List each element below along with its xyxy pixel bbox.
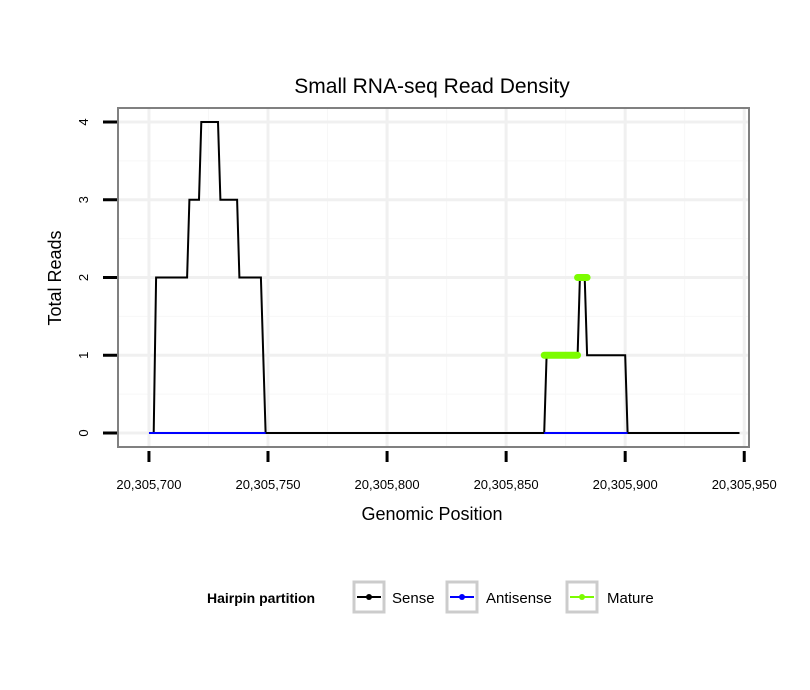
chart-title: Small RNA-seq Read Density	[294, 75, 570, 98]
y-tick-label: 4	[76, 118, 91, 125]
x-axis: 20,305,700 20,305,750 20,305,800 20,305,850…	[116, 451, 777, 492]
y-tick-label: 2	[76, 274, 91, 281]
x-tick-label: 20,305,700	[116, 477, 181, 492]
x-tick-label: 20,305,750	[235, 477, 300, 492]
y-tick-label: 3	[76, 196, 91, 203]
y-tick-label: 0	[76, 429, 91, 436]
legend-point-sense	[366, 594, 372, 600]
series-layer	[148, 121, 740, 435]
y-tick-label: 1	[76, 352, 91, 359]
plot-border	[117, 107, 750, 448]
x-tick-label: 20,305,850	[474, 477, 539, 492]
y-axis: 0 1 2 3 4	[76, 118, 117, 437]
y-axis-title: Total Reads	[45, 230, 65, 325]
legend-label-antisense: Antisense	[486, 590, 552, 607]
series-sense-line	[149, 121, 740, 434]
legend-point-antisense	[459, 594, 465, 600]
x-tick-label: 20,305,800	[355, 477, 420, 492]
legend-label-sense: Sense	[392, 590, 435, 607]
legend-point-mature	[579, 594, 585, 600]
x-tick-label: 20,305,900	[593, 477, 658, 492]
legend-title: Hairpin partition	[207, 590, 315, 606]
legend-label-mature: Mature	[607, 590, 654, 607]
legend: Hairpin partition Sense Antisense Mature	[207, 580, 654, 614]
x-axis-title: Genomic Position	[361, 504, 502, 524]
x-tick-label: 20,305,950	[712, 477, 777, 492]
